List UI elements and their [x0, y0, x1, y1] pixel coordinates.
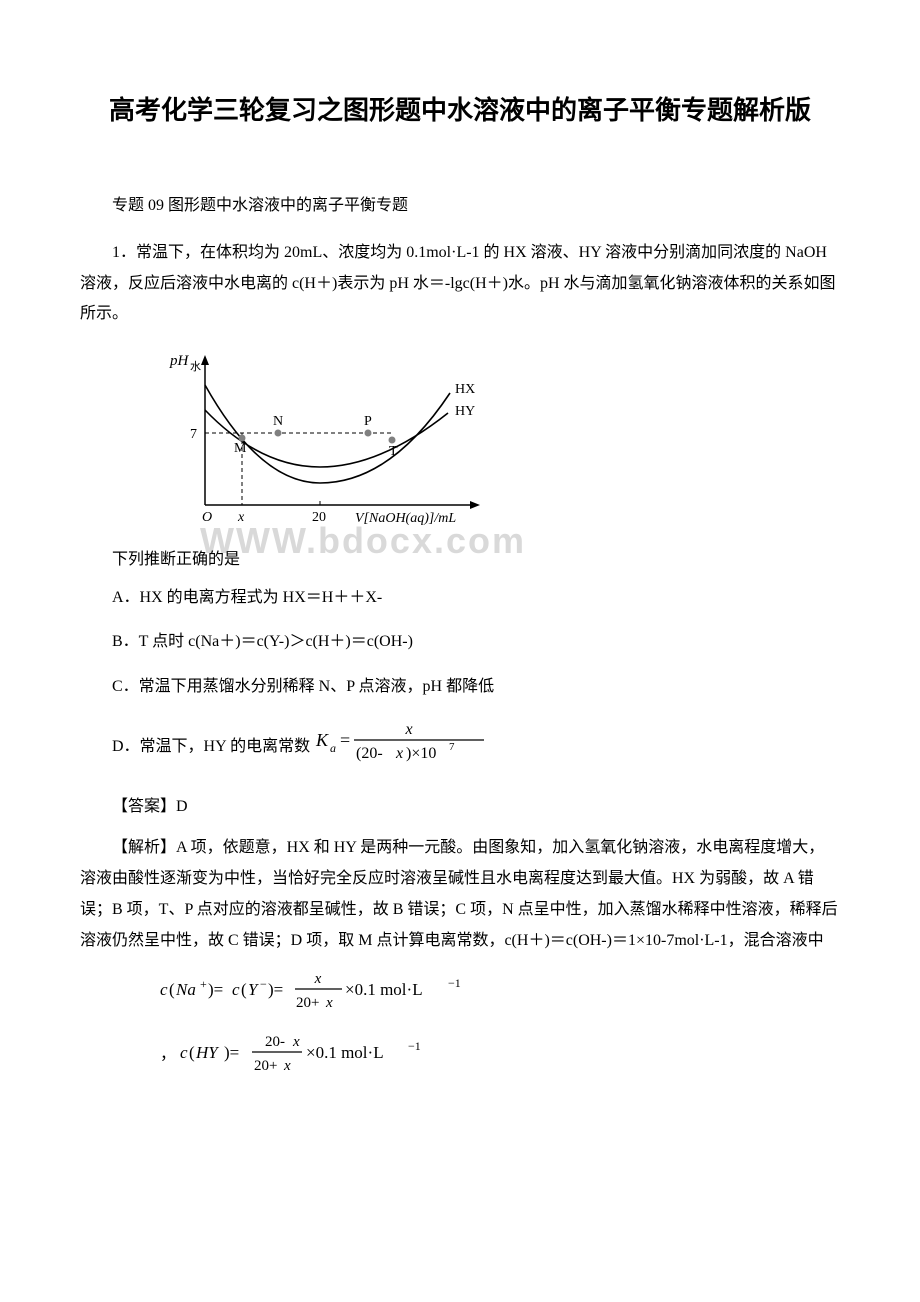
svg-text:−: − — [260, 977, 267, 991]
formula-hy-prefix: ， — [160, 1040, 176, 1064]
svg-text:×0.1 mol·L: ×0.1 mol·L — [306, 1043, 384, 1062]
svg-text:7: 7 — [449, 741, 455, 753]
svg-text:x: x — [292, 1034, 300, 1050]
svg-text:pH: pH — [169, 353, 190, 369]
ka-formula: Ka=x(20-x)×107 — [314, 716, 494, 777]
svg-text:K: K — [315, 730, 329, 750]
svg-text:c: c — [180, 1043, 188, 1062]
svg-text:HY: HY — [195, 1043, 219, 1062]
svg-text:20: 20 — [312, 510, 326, 525]
option-b: B．T 点时 c(Na＋)＝c(Y-)＞c(H＋)＝c(OH-) — [80, 627, 840, 657]
explanation: 【解析】A 项，依题意，HX 和 HY 是两种一元酸。由图象知，加入氢氧化钠溶液… — [80, 832, 840, 957]
svg-text:c: c — [232, 980, 240, 999]
svg-text:(: ( — [189, 1043, 195, 1062]
svg-text:(: ( — [169, 980, 175, 999]
svg-text:−1: −1 — [448, 976, 461, 990]
svg-text:7: 7 — [190, 427, 197, 442]
svg-text:20-: 20- — [265, 1034, 285, 1050]
svg-text:M: M — [234, 441, 247, 456]
svg-text:HY: HY — [455, 404, 475, 419]
option-c: C．常温下用蒸馏水分别稀释 N、P 点溶液，pH 都降低 — [80, 672, 840, 702]
prompt-text: 下列推断正确的是 — [80, 545, 840, 575]
svg-text:20+: 20+ — [254, 1058, 277, 1074]
svg-text:x: x — [283, 1058, 291, 1074]
svg-text:x: x — [395, 745, 403, 762]
svg-text:a: a — [330, 741, 336, 755]
svg-text:)=: )= — [224, 1043, 239, 1062]
svg-text:x: x — [325, 995, 333, 1011]
subtitle: 专题 09 图形题中水溶液中的离子平衡专题 — [80, 192, 840, 221]
question-intro: 1．常温下，在体积均为 20mL、浓度均为 0.1mol·L-1 的 HX 溶液… — [80, 238, 840, 329]
svg-text:N: N — [273, 414, 283, 429]
option-d-text: D．常温下，HY 的电离常数 — [112, 732, 310, 762]
svg-text:x: x — [237, 510, 245, 525]
svg-text:Y: Y — [248, 980, 259, 999]
svg-text:)×10: )×10 — [406, 745, 436, 762]
svg-text:×0.1 mol·L: ×0.1 mol·L — [345, 980, 423, 999]
answer: 【答案】D — [80, 792, 840, 822]
svg-text:(: ( — [241, 980, 247, 999]
svg-text:=: = — [340, 730, 350, 750]
option-d: D．常温下，HY 的电离常数 Ka=x(20-x)×107 — [80, 716, 840, 777]
svg-text:Na: Na — [175, 980, 196, 999]
svg-text:x: x — [314, 971, 322, 987]
svg-text:HX: HX — [455, 382, 475, 397]
svg-text:−1: −1 — [408, 1039, 421, 1053]
page-title: 高考化学三轮复习之图形题中水溶液中的离子平衡专题解析版 — [80, 90, 840, 132]
svg-text:(20-: (20- — [356, 745, 383, 762]
svg-text:T: T — [389, 444, 398, 459]
svg-text:O: O — [202, 510, 212, 525]
ph-chart: pH水 7 Ox 20 V[NaOH(aq)]/mL HX HY M N P T — [160, 345, 840, 535]
formula-hy: ， c(HY )= 20- x 20+ x ×0.1 mol·L −1 — [160, 1028, 840, 1076]
svg-text:+: + — [200, 977, 207, 991]
svg-text:x: x — [405, 721, 413, 738]
svg-text:20+: 20+ — [296, 995, 319, 1011]
option-a: A．HX 的电离方程式为 HX＝H＋＋X- — [80, 583, 840, 613]
svg-text:V[NaOH(aq)]/mL: V[NaOH(aq)]/mL — [355, 511, 456, 526]
svg-text:P: P — [364, 414, 372, 429]
svg-text:)=: )= — [208, 980, 223, 999]
svg-text:水: 水 — [190, 360, 201, 373]
formula-na: c(Na+)=c(Y−)=x20+x×0.1 mol·L−1 — [160, 965, 840, 1018]
svg-text:c: c — [160, 980, 168, 999]
svg-text:)=: )= — [268, 980, 283, 999]
